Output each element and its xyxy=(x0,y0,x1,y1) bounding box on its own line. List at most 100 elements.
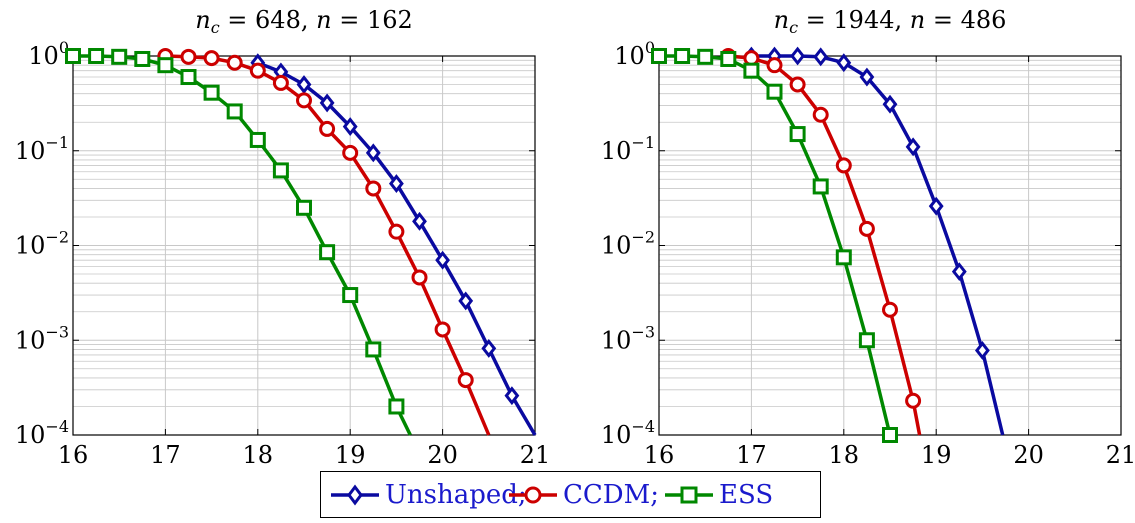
data-point-unshaped xyxy=(905,137,921,157)
series-unshaped xyxy=(250,53,537,436)
data-point-ess xyxy=(272,162,289,179)
x-tick-label: 17 xyxy=(150,441,181,469)
y-tick-label: 10−3 xyxy=(15,322,69,354)
data-point-unshaped xyxy=(836,53,852,73)
data-point-ess xyxy=(789,126,806,143)
data-point-ccdm xyxy=(858,220,875,237)
data-point-ess xyxy=(249,131,266,148)
data-point-ccdm xyxy=(203,50,220,67)
data-point-unshaped xyxy=(296,75,312,94)
data-point-ess xyxy=(319,244,336,261)
data-point-ccdm xyxy=(319,120,336,137)
y-tick-label: 10−1 xyxy=(601,133,655,165)
data-point-ccdm xyxy=(365,180,382,197)
data-point-unshaped xyxy=(342,117,358,136)
data-point-unshaped xyxy=(388,174,404,194)
legend-label-unshaped: Unshaped; xyxy=(385,480,527,510)
data-point-ccdm xyxy=(226,54,243,71)
x-tick-label: 18 xyxy=(243,441,274,469)
data-point-unshaped xyxy=(813,47,829,67)
legend-marker-ess xyxy=(665,486,713,504)
chart-title: nc = 1944, n = 486 xyxy=(774,6,1007,37)
data-point-ccdm xyxy=(434,321,451,338)
legend-label-ess: ESS xyxy=(719,480,774,510)
data-point-ess xyxy=(203,84,220,101)
series-unshaped xyxy=(743,46,1005,436)
data-point-ess xyxy=(812,178,829,195)
data-point-ess xyxy=(296,199,312,216)
data-point-ess xyxy=(388,398,405,415)
figure-canvas: 16 17 18 19 20 21 100 10−1 10−2 10−3 10−4 nc = 648,… xyxy=(15,6,1135,469)
y-tick-label: 10−3 xyxy=(601,322,655,354)
data-point-ccdm xyxy=(457,372,474,389)
data-point-ccdm xyxy=(388,223,405,240)
data-point-ess xyxy=(365,341,382,358)
chart-title: nc = 648, n = 162 xyxy=(195,6,413,37)
y-tick-label: 10−2 xyxy=(601,228,655,260)
series-line-ccdm xyxy=(728,54,922,436)
chart-panel-2: 16 17 18 19 20 21 100 10−1 10−2 10−3 10−4 nc = 1944… xyxy=(601,6,1135,469)
data-point-ess xyxy=(766,83,783,100)
data-point-ccdm xyxy=(411,269,428,286)
data-point-unshaped xyxy=(504,386,520,406)
chart-legend: Unshaped; CCDM; ESS xyxy=(320,471,821,518)
grid-lines xyxy=(72,56,536,436)
data-point-ccdm xyxy=(249,62,266,79)
data-point-ccdm xyxy=(812,106,829,123)
data-point-unshaped xyxy=(435,250,451,270)
y-tick-label: 100 xyxy=(614,38,655,70)
y-tick-label: 10−4 xyxy=(601,417,655,449)
data-point-ess xyxy=(342,287,359,304)
series-line-unshaped xyxy=(257,61,537,436)
data-point-ess xyxy=(743,62,760,79)
x-tick-label: 19 xyxy=(335,441,366,469)
x-tick-label: 16 xyxy=(58,441,89,469)
data-point-ccdm xyxy=(272,74,289,91)
data-point-unshaped xyxy=(928,196,944,216)
x-tick-label: 20 xyxy=(427,441,458,469)
data-point-ccdm xyxy=(180,48,197,65)
data-point-ess xyxy=(674,48,691,64)
data-point-unshaped xyxy=(790,46,806,66)
data-point-ess xyxy=(88,48,105,64)
legend-marker-unshaped xyxy=(331,484,379,506)
x-tick-label: 16 xyxy=(644,441,675,469)
data-point-unshaped xyxy=(458,291,474,311)
data-point-ccdm xyxy=(743,50,760,67)
x-tick-label: 18 xyxy=(829,441,860,469)
data-point-unshaped xyxy=(319,93,335,113)
data-point-ess xyxy=(157,57,174,74)
data-point-ess xyxy=(651,48,667,64)
legend-item-ccdm: CCDM; xyxy=(507,480,659,510)
data-point-ccdm xyxy=(882,301,898,318)
chart-panel-1: 16 17 18 19 20 21 100 10−1 10−2 10−3 10−4 nc = 648,… xyxy=(15,6,550,469)
data-point-ccdm xyxy=(766,57,783,74)
series-ess xyxy=(65,48,412,436)
data-point-ccdm xyxy=(296,92,312,109)
data-point-unshaped xyxy=(859,67,875,87)
y-tick-label: 10−4 xyxy=(15,417,69,449)
data-point-unshaped xyxy=(481,338,497,358)
data-point-ess xyxy=(180,69,197,86)
data-point-unshaped xyxy=(974,341,990,360)
data-point-ccdm xyxy=(342,144,359,161)
y-tick-label: 100 xyxy=(28,38,69,70)
y-tick-label: 10−2 xyxy=(15,228,69,260)
data-point-ess xyxy=(835,249,852,266)
x-tick-label: 21 xyxy=(520,441,551,469)
data-point-ess xyxy=(720,50,737,67)
x-tick-label: 19 xyxy=(921,441,952,469)
data-point-unshaped xyxy=(365,143,381,163)
y-tick-label: 10−1 xyxy=(15,133,69,165)
data-point-ess xyxy=(226,103,243,120)
data-point-unshaped xyxy=(412,211,427,231)
data-point-ess xyxy=(65,48,81,64)
data-point-ess xyxy=(134,50,151,67)
data-point-unshaped xyxy=(882,94,898,114)
x-tick-label: 20 xyxy=(1013,441,1044,469)
data-point-ess xyxy=(697,48,714,65)
data-point-ess xyxy=(111,48,128,65)
x-tick-label: 21 xyxy=(1106,441,1135,469)
x-tick-label: 17 xyxy=(736,441,767,469)
series-ccdm xyxy=(157,48,491,436)
